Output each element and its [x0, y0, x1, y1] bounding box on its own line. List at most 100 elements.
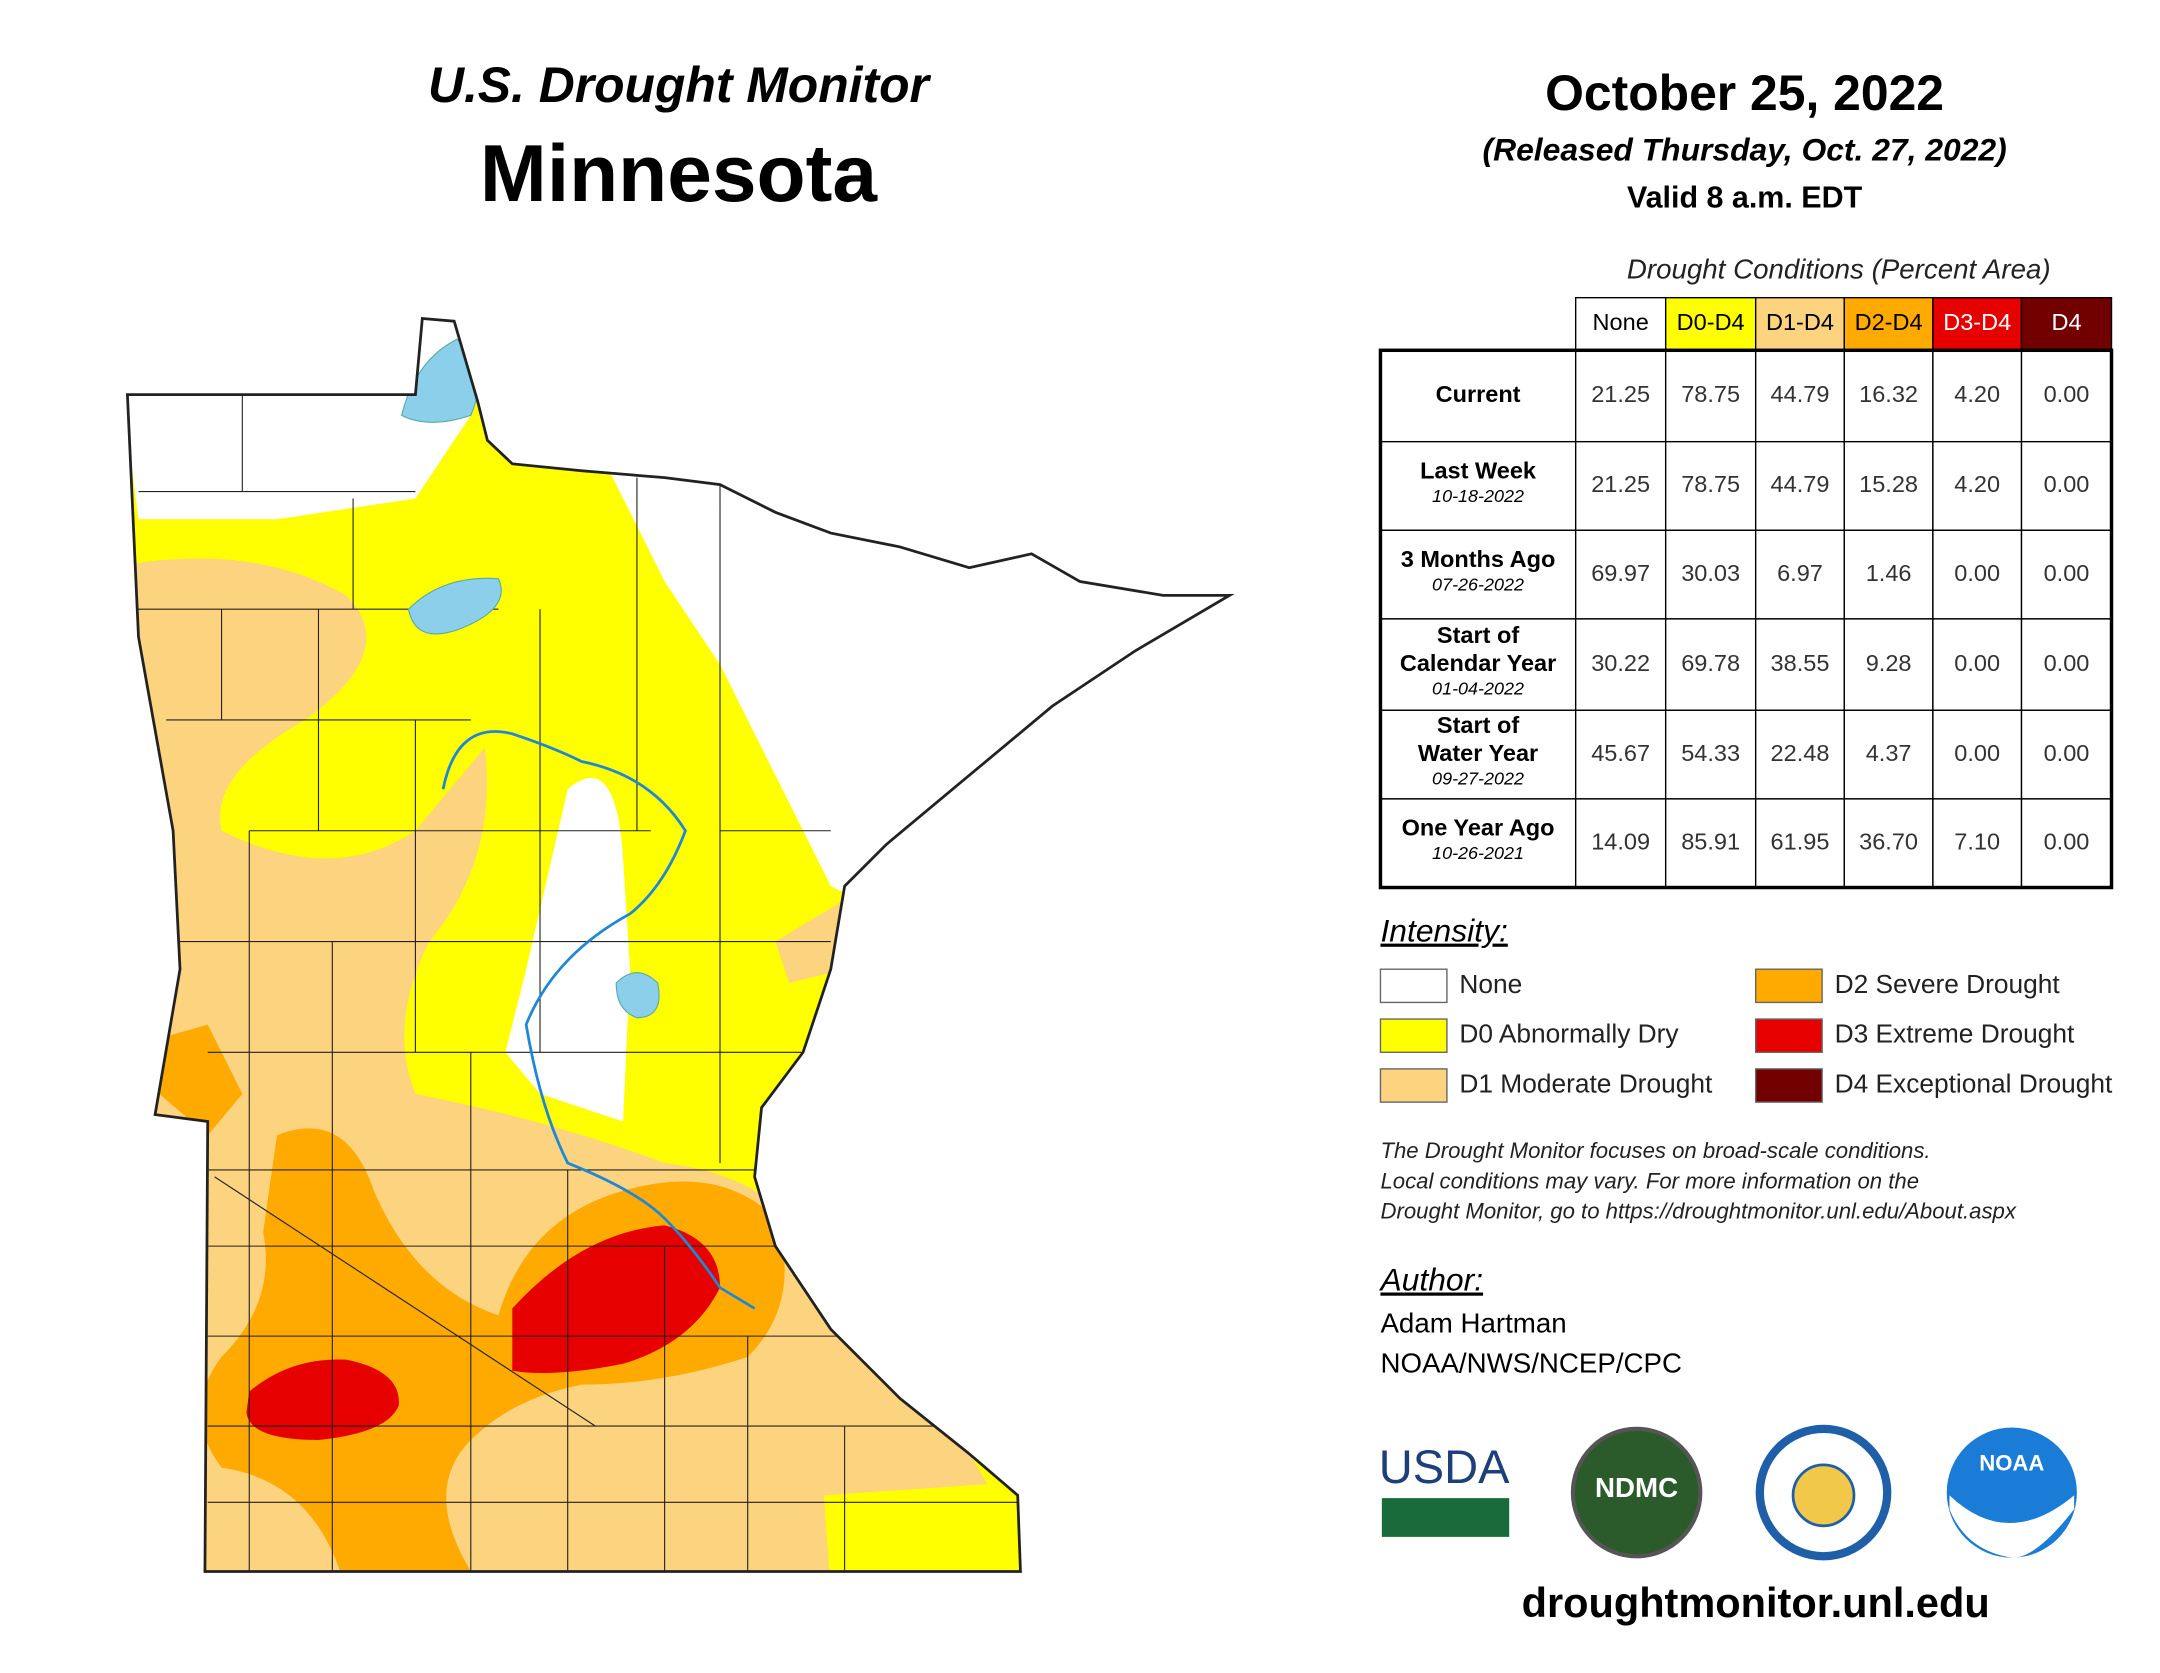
row-label: Start of [1437, 622, 1519, 648]
value-cell [1754, 349, 1845, 443]
value-cell [1843, 349, 1934, 443]
d3-area [246, 1359, 399, 1440]
state-name: Minnesota [480, 129, 878, 219]
map [127, 318, 1230, 1572]
logo-noaa-wave [1949, 1495, 2075, 1558]
value-cell [1574, 440, 1667, 531]
row-date: 01-04-2022 [1432, 678, 1524, 698]
valid-time: Valid 8 a.m. EDT [1627, 180, 1863, 214]
column-label: D0-D4 [1677, 309, 1745, 335]
value-text: 0.00 [2044, 471, 2090, 497]
legend-swatch [1754, 1018, 1823, 1053]
value-cell [1932, 349, 2023, 443]
map-date: October 25, 2022 [1545, 65, 1944, 121]
table-border [1378, 348, 2114, 890]
column-header [1754, 296, 1845, 351]
value-text: 0.00 [1954, 560, 2000, 586]
note-line: Local conditions may vary. For more info… [1380, 1168, 1919, 1193]
author-name: Adam Hartman [1380, 1307, 1566, 1338]
logo-text: NDMC [1595, 1472, 1678, 1503]
column-label: D4 [2051, 309, 2081, 335]
value-cell [1932, 618, 2023, 711]
lake [400, 338, 660, 1019]
column-label: D2-D4 [1855, 309, 1923, 335]
release-date: (Released Thursday, Oct. 27, 2022) [1482, 132, 2006, 168]
value-cell [1932, 798, 2023, 889]
note-line: The Drought Monitor focuses on broad-sca… [1380, 1138, 1930, 1163]
value-text: 22.48 [1771, 740, 1830, 766]
value-cell [1754, 618, 1845, 711]
author-org: NOAA/NWS/NCEP/CPC [1380, 1348, 1682, 1379]
row-cell [1379, 349, 1577, 443]
value-text: 7.10 [1954, 828, 2000, 854]
value-text: 21.25 [1591, 471, 1650, 497]
value-cell [1574, 798, 1667, 889]
value-text: 0.00 [2044, 381, 2090, 407]
row-date: 10-26-2021 [1432, 843, 1524, 863]
logo-text: NOAA [1979, 1451, 2044, 1476]
county-lines [138, 394, 1021, 1572]
value-text: 0.00 [2044, 650, 2090, 676]
value-text: 36.70 [1859, 828, 1918, 854]
value-text: 44.79 [1771, 471, 1830, 497]
row-label: Current [1436, 381, 1521, 407]
row-date: 07-26-2022 [1432, 574, 1524, 594]
row-date: 09-27-2022 [1432, 768, 1524, 788]
value-cell [2020, 349, 2113, 443]
value-text: 54.33 [1681, 740, 1740, 766]
value-cell [2020, 798, 2113, 889]
value-cell [2020, 529, 2113, 620]
value-text: 0.00 [2044, 828, 2090, 854]
value-text: 14.09 [1591, 828, 1650, 854]
legend-label: D2 Severe Drought [1835, 969, 2061, 999]
value-text: 15.28 [1859, 471, 1918, 497]
legend-label: D4 Exceptional Drought [1835, 1068, 2113, 1098]
value-text: 0.00 [2044, 740, 2090, 766]
row-label: One Year Ago [1402, 815, 1555, 841]
note-line: Drought Monitor, go to https://droughtmo… [1380, 1199, 2016, 1224]
column-label: None [1593, 309, 1649, 335]
legend-swatch [1379, 968, 1448, 1004]
value-text: 78.75 [1681, 471, 1740, 497]
column-header [1843, 296, 1934, 351]
legend-swatch [1754, 1068, 1823, 1103]
value-cell [1932, 440, 2023, 531]
value-cell [1574, 529, 1667, 620]
value-text: 38.55 [1771, 650, 1830, 676]
value-cell [1664, 529, 1757, 620]
row-cell [1379, 440, 1577, 531]
logo-text: USDA [1379, 1440, 1510, 1493]
legend-swatch [1379, 1018, 1448, 1053]
legend-label: None [1459, 969, 1522, 999]
value-text: 61.95 [1771, 828, 1830, 854]
row-label: Calendar Year [1400, 650, 1556, 676]
row-label: Last Week [1420, 457, 1537, 483]
value-text: 0.00 [1954, 650, 2000, 676]
row-label: Start of [1437, 712, 1519, 738]
column-header [1932, 296, 2023, 351]
value-text: 16.32 [1859, 381, 1918, 407]
legend-label: D1 Moderate Drought [1459, 1068, 1713, 1098]
column-label: D1-D4 [1766, 309, 1834, 335]
legend-label: D0 Abnormally Dry [1459, 1019, 1679, 1049]
value-text: 45.67 [1591, 740, 1650, 766]
value-cell [2020, 440, 2113, 531]
value-text: 30.22 [1591, 650, 1650, 676]
value-cell [1664, 618, 1757, 711]
row-date: 10-18-2022 [1432, 486, 1524, 506]
row-cell [1379, 798, 1577, 889]
value-text: 21.25 [1591, 381, 1650, 407]
column-header [2020, 296, 2113, 351]
value-cell [1754, 529, 1845, 620]
value-text: 6.97 [1777, 560, 1823, 586]
column-label: D3-D4 [1943, 309, 2011, 335]
value-text: 4.37 [1866, 740, 1912, 766]
legend-title: Intensity: [1380, 913, 1507, 949]
value-text: 44.79 [1771, 381, 1830, 407]
value-cell [1574, 618, 1667, 711]
author-title: Author: [1378, 1262, 1483, 1298]
logo-ndmc [1570, 1426, 1703, 1559]
legend-swatch [1379, 1068, 1448, 1103]
